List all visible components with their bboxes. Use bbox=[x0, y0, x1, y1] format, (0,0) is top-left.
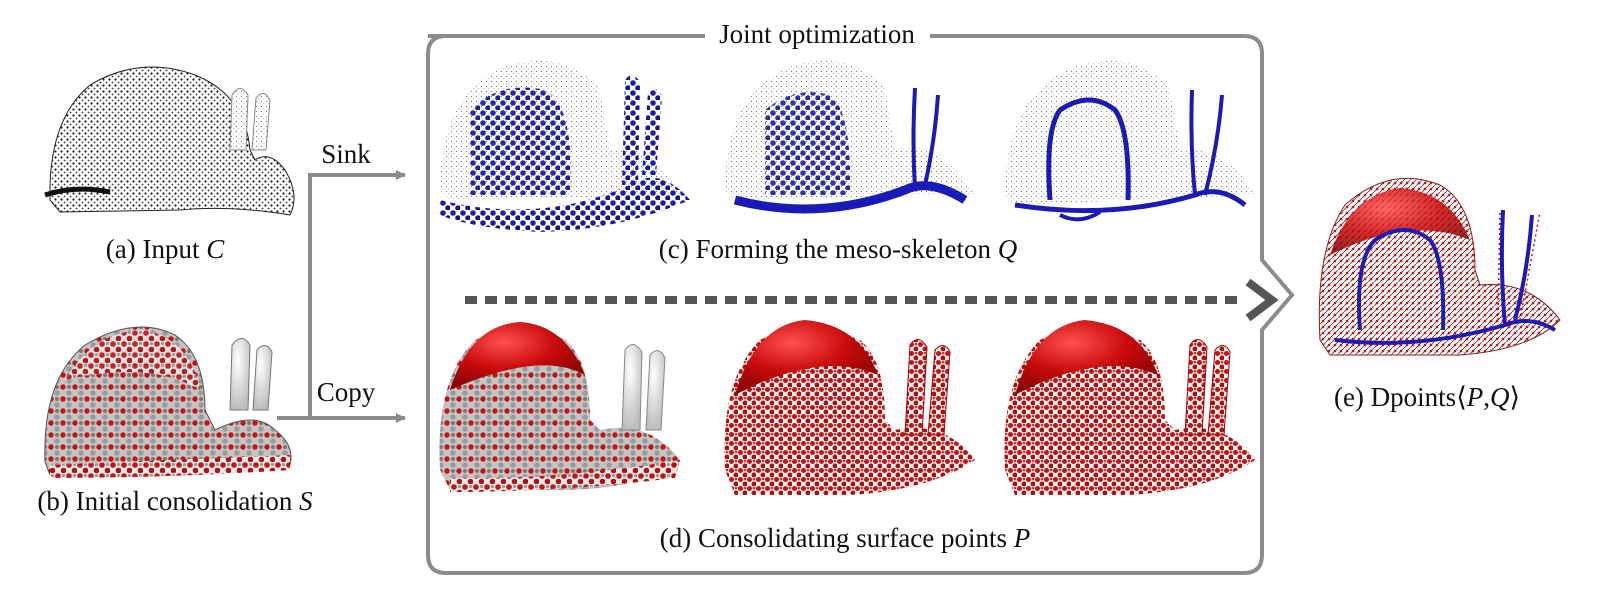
panel-c-skeleton-stage-3 bbox=[1005, 60, 1255, 222]
branch-arrows bbox=[277, 170, 406, 423]
caption-c: (c) Forming the meso-skeleton Q bbox=[659, 234, 1017, 264]
panel-c-skeleton-stage-1 bbox=[440, 60, 690, 232]
panel-d-surface-stage-1 bbox=[439, 322, 680, 492]
frame-title: Joint optimization bbox=[719, 19, 915, 49]
panel-e-dpoints bbox=[1318, 177, 1561, 356]
caption-a: (a) Input C bbox=[106, 234, 225, 264]
panel-d-surface-stage-2 bbox=[724, 320, 975, 495]
panel-a-input-cloud bbox=[44, 66, 295, 216]
panel-d-surface-stage-3 bbox=[1004, 320, 1255, 495]
sink-label: Sink bbox=[321, 139, 371, 169]
copy-label: Copy bbox=[317, 377, 376, 407]
caption-b: (b) Initial consolidation S bbox=[37, 486, 313, 516]
caption-d: (d) Consolidating surface points P bbox=[660, 523, 1030, 553]
panel-b-initial-consolidation bbox=[44, 326, 292, 478]
panel-c-skeleton-stage-2 bbox=[725, 60, 975, 214]
caption-e: (e) Dpoints⟨P,Q⟩ bbox=[1334, 382, 1520, 412]
joint-optimization-frame bbox=[426, 34, 1295, 575]
dotted-progress-arrowhead bbox=[1245, 278, 1279, 322]
